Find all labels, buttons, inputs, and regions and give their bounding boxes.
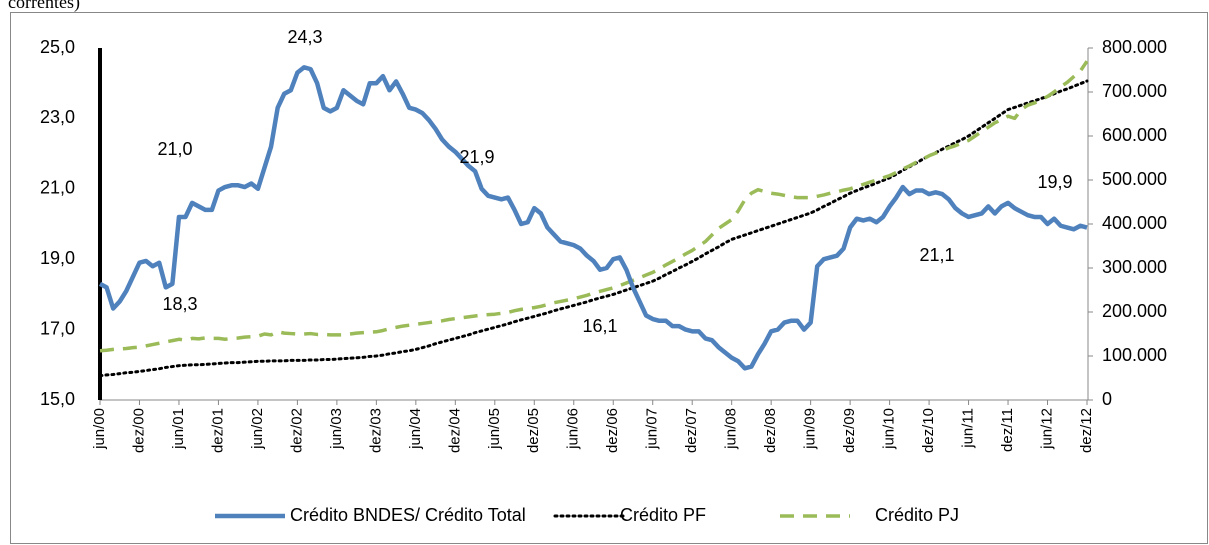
x-tick-label: dez/09 [841,408,858,453]
x-tick-label: dez/02 [288,408,305,453]
x-tick-label: jun/07 [644,408,661,450]
y2-tick-label: 300.000 [1102,257,1167,277]
annotation: 16,1 [582,316,617,336]
annotation: 19,9 [1037,172,1072,192]
x-tick-label: dez/07 [683,408,700,453]
annotation: 18,3 [162,294,197,314]
x-tick-label: dez/11 [999,408,1016,452]
y-tick-label: 21,0 [40,178,75,198]
x-tick-label: jun/00 [91,408,108,450]
x-tick-label: dez/10 [920,408,937,453]
legend-label: Crédito BNDES/ Crédito Total [290,505,526,525]
series-line [98,65,1088,371]
y-tick-label: 17,0 [40,318,75,338]
x-tick-label: dez/05 [525,408,542,453]
y-tick-label: 19,0 [40,248,75,268]
x-tick-label: jun/02 [249,408,266,450]
x-tick-label: dez/04 [446,408,463,453]
y2-tick-label: 500.000 [1102,169,1167,189]
y2-tick-label: 700.000 [1102,81,1167,101]
chart-border [10,12,1208,544]
legend-label: Crédito PJ [875,505,959,525]
x-tick-label: jun/03 [328,408,345,450]
x-tick-label: dez/03 [367,408,384,453]
annotation: 24,3 [287,27,322,47]
x-tick-label: jun/04 [407,408,424,450]
y-tick-label: 15,0 [40,389,75,409]
y2-tick-label: 100.000 [1102,345,1167,365]
chart-title: correntes) [8,0,80,13]
y-tick-label: 23,0 [40,107,75,127]
legend-label: Crédito PF [620,505,706,525]
y2-tick-label: 200.000 [1102,301,1167,321]
series-line [98,79,1089,378]
x-tick-label: dez/01 [209,408,226,453]
x-tick-label: dez/08 [762,408,779,453]
x-tick-label: jun/11 [960,408,977,449]
x-tick-label: jun/12 [1038,408,1055,450]
annotation: 21,1 [919,245,954,265]
x-tick-label: jun/05 [486,408,503,450]
x-tick-label: dez/06 [604,408,621,453]
x-tick-label: dez/12 [1078,408,1095,453]
annotation: 21,0 [157,139,192,159]
y2-tick-label: 400.000 [1102,213,1167,233]
annotation: 21,9 [459,147,494,167]
y2-tick-label: 600.000 [1102,125,1167,145]
x-tick-label: dez/00 [130,408,147,453]
x-tick-label: jun/06 [565,408,582,450]
y-tick-label: 25,0 [40,37,75,57]
y2-tick-label: 800.000 [1102,37,1167,57]
x-tick-label: jun/09 [802,408,819,450]
x-tick-label: jun/01 [170,408,187,450]
y2-tick-label: 0 [1102,389,1112,409]
series-line [99,60,1089,353]
x-tick-label: jun/10 [881,408,898,450]
x-tick-label: jun/08 [723,408,740,450]
